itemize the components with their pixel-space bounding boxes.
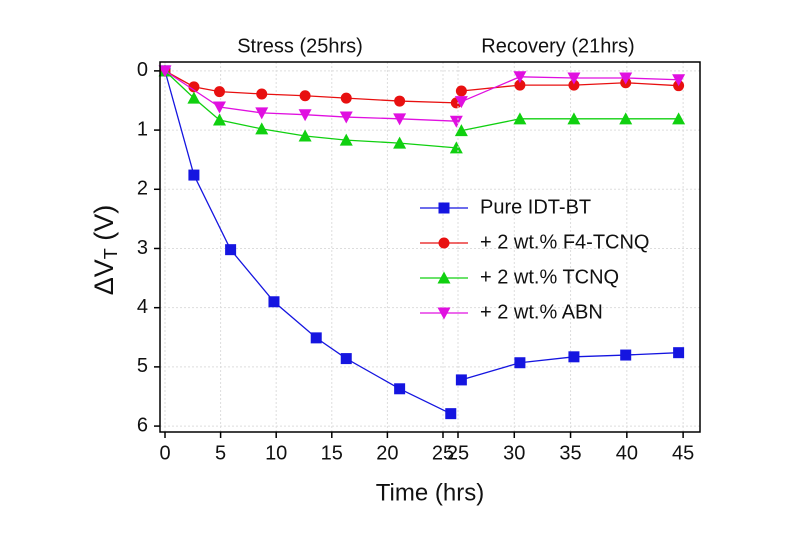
marker [568,79,580,91]
marker [256,88,268,100]
marker [449,141,463,154]
legend-label: + 2 wt.% TCNQ [480,266,619,288]
x-axis-label: Time (hrs) [376,479,484,506]
legend-marker [438,202,450,214]
marker [212,113,226,126]
marker [394,95,406,107]
y-tick-label: 6 [137,414,148,436]
y-axis-label: ΔVT (V) [89,205,121,296]
marker [255,107,269,120]
marker [340,92,352,104]
legend-label: + 2 wt.% F4-TCNQ [480,231,649,253]
marker [394,383,406,395]
x-tick-label: 45 [672,442,694,464]
marker [567,112,581,125]
series-line [164,70,452,415]
marker [672,112,686,125]
x-tick-label: 10 [265,442,287,464]
legend-marker [438,237,450,249]
y-tick-label: 3 [137,237,148,259]
marker [255,122,269,135]
y-tick-label: 0 [137,59,148,81]
y-tick-label: 4 [137,296,148,318]
marker [299,90,311,102]
x-tick-label: 5 [215,442,226,464]
marker [619,112,633,125]
marker [213,86,225,98]
marker [188,169,200,181]
x-tick-label: 20 [376,442,398,464]
marker [187,91,201,104]
legend-label: + 2 wt.% ABN [480,301,603,323]
marker [212,101,226,114]
marker [310,332,322,344]
marker [620,349,632,361]
plot-frame [159,61,701,433]
marker [455,374,467,386]
marker [454,124,468,137]
y-tick-label: 5 [137,355,148,377]
marker [188,81,200,93]
marker [393,113,407,126]
marker [619,72,633,85]
marker [268,296,280,308]
series-line [461,76,679,103]
x-tick-label: 30 [503,442,525,464]
marker [514,79,526,91]
marker [225,244,237,256]
marker [393,136,407,149]
legend-label: Pure IDT-BT [480,196,591,218]
panel-title: Stress (25hrs) [237,35,363,57]
marker [513,112,527,125]
marker [449,115,463,128]
marker [567,72,581,85]
marker [340,353,352,365]
marker [339,133,353,146]
marker [672,74,686,87]
marker [455,85,467,97]
marker [673,347,685,359]
y-label-part: ΔV [89,259,119,295]
x-tick-label: 15 [321,442,343,464]
marker [513,71,527,84]
y-tick-label: 2 [137,178,148,200]
panel-title: Recovery (21hrs) [481,35,634,57]
series-line [164,70,457,104]
marker [339,111,353,124]
legend-marker [437,307,451,320]
marker [298,109,312,122]
y-tick-label: 1 [137,118,148,140]
marker [298,129,312,142]
x-tick-label: 25 [432,442,454,464]
marker [445,408,457,420]
marker [454,96,468,109]
marker [158,65,172,78]
marker [568,351,580,363]
x-tick-label: 40 [616,442,638,464]
legend-marker [437,271,451,284]
x-tick-label: 0 [159,442,170,464]
y-label-part: (V) [89,205,119,249]
y-label-sub: T [101,248,121,259]
marker [514,357,526,369]
x-tick-label: 25 [447,442,469,464]
x-tick-label: 35 [559,442,581,464]
